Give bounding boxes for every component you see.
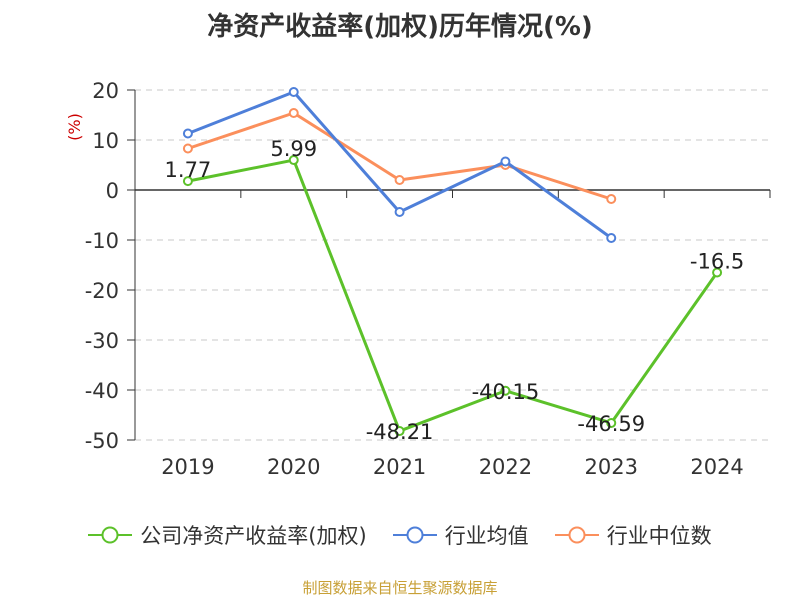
- data-point: [394, 175, 405, 185]
- legend-label-industry-median: 行业中位数: [606, 524, 712, 548]
- legend-item-industry-median[interactable]: 行业中位数: [554, 520, 712, 550]
- x-tick-label: 2022: [479, 455, 532, 479]
- series-layer: [182, 87, 723, 437]
- data-point: [288, 108, 299, 118]
- data-point: [394, 207, 405, 217]
- data-point: [712, 267, 723, 278]
- data-label: -40.15: [472, 380, 540, 404]
- data-label: -46.59: [577, 412, 645, 436]
- y-tick-label: -40: [85, 379, 119, 403]
- y-tick-label: -30: [85, 329, 119, 353]
- data-point: [182, 143, 193, 154]
- legend-item-industry-mean[interactable]: 行业均值: [392, 520, 529, 550]
- x-tick-label: 2023: [585, 455, 638, 479]
- data-label: -48.21: [366, 420, 434, 444]
- legend-label-company: 公司净资产收益率(加权): [140, 524, 367, 548]
- legend-label-industry-mean: 行业均值: [444, 524, 529, 548]
- x-tick-label: 2020: [267, 455, 320, 479]
- source-note: 制图数据来自恒生聚源数据库: [302, 579, 498, 597]
- data-label: -16.5: [690, 250, 744, 274]
- data-point: [394, 426, 405, 437]
- y-tick-label: -20: [85, 279, 119, 303]
- data-point: [606, 194, 617, 204]
- data-point: [288, 87, 299, 97]
- data-point: [606, 417, 617, 428]
- legend-marker-industry-median: [554, 526, 599, 544]
- legend-item-company[interactable]: 公司净资产收益率(加权): [88, 520, 367, 550]
- data-label: 5.99: [270, 137, 317, 161]
- legend: 公司净资产收益率(加权) 行业均值 行业中位数: [0, 520, 800, 550]
- axis-layer: 20 10 0 -10 -20 -30 -40 -50 2019 2020 2021 2022 2023…: [65, 79, 771, 479]
- data-point: [500, 156, 511, 167]
- legend-marker-industry-mean: [392, 526, 437, 544]
- data-point: [182, 128, 193, 139]
- y-tick-label: 10: [92, 129, 119, 153]
- chart-title: 净资产收益率(加权)历年情况(%): [207, 12, 593, 42]
- y-tick-label: -50: [85, 429, 119, 453]
- grid-layer: [135, 89, 770, 441]
- x-tick-label: 2024: [690, 455, 743, 479]
- data-point: [182, 176, 193, 187]
- legend-marker-company: [88, 526, 133, 544]
- data-label-layer: 1.77 5.99 -48.21 -40.15 -46.59 -16.5: [165, 137, 745, 444]
- series-line: [187, 158, 719, 433]
- data-point: [606, 233, 617, 243]
- series-line: [187, 111, 612, 201]
- x-tick-label: 2019: [161, 455, 214, 479]
- y-tick-label: 20: [92, 79, 119, 103]
- x-tick-label: 2021: [373, 455, 426, 479]
- data-point: [288, 155, 299, 166]
- y-tick-label: 0: [106, 179, 119, 203]
- data-label: 1.77: [165, 158, 212, 182]
- data-point: [500, 385, 511, 396]
- y-axis-label: (%): [65, 113, 84, 141]
- y-tick-label: -10: [85, 229, 119, 253]
